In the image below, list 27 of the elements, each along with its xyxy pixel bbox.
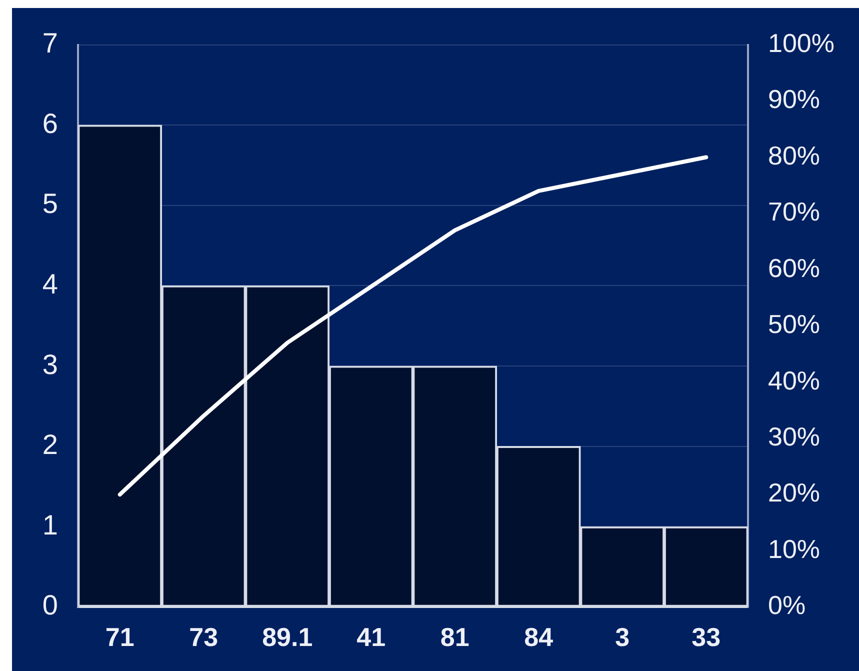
x-tick-label: 33 <box>692 622 721 652</box>
y2-tick-label: 70% <box>768 196 820 227</box>
x-tick-label: 3 <box>615 622 630 652</box>
y2-tick-label: 100% <box>768 28 834 58</box>
y2-tick-label: 90% <box>768 84 820 114</box>
y-tick-label: 1 <box>42 509 58 540</box>
x-tick-label: 71 <box>105 622 134 652</box>
y-tick-label: 6 <box>42 108 58 139</box>
y-tick-label: 0 <box>42 590 58 621</box>
y2-tick-label: 10% <box>768 534 820 564</box>
y2-tick-label: 50% <box>768 309 820 340</box>
y2-tick-label: 80% <box>768 140 820 170</box>
y2-tick-label: 0% <box>768 590 806 620</box>
x-tick-label: 81 <box>440 622 470 652</box>
y2-tick-label: 20% <box>768 478 820 508</box>
y-tick-label: 4 <box>42 268 58 300</box>
x-tick-label: 41 <box>356 622 386 652</box>
x-tick-label: 84 <box>524 622 554 652</box>
x-tick-label: 89.1 <box>262 622 313 652</box>
y2-tick-label: 30% <box>768 422 820 452</box>
y-tick-label: 3 <box>42 348 58 380</box>
x-tick-label: 73 <box>189 622 218 652</box>
y2-tick-label: 60% <box>768 252 820 283</box>
y-tick-label: 7 <box>42 28 58 59</box>
y-tick-label: 5 <box>42 188 58 220</box>
y-tick-label: 2 <box>42 429 58 460</box>
y2-tick-label: 40% <box>768 365 820 396</box>
